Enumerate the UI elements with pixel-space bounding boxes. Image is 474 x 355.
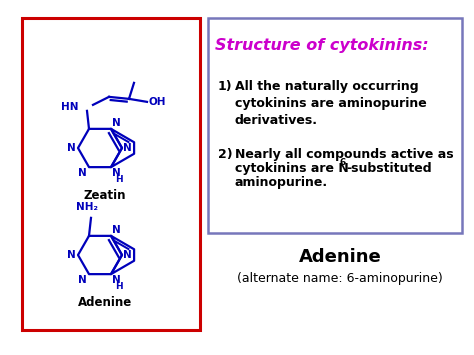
Text: OH: OH [149, 97, 166, 107]
Bar [208, 18, 462, 233]
Bar [22, 18, 200, 330]
Text: NH₂: NH₂ [76, 202, 98, 212]
Text: H: H [115, 282, 122, 291]
Text: 2): 2) [218, 148, 233, 161]
Text: N: N [123, 143, 132, 153]
Text: N: N [78, 168, 87, 178]
Text: N: N [123, 250, 132, 260]
Text: -substituted: -substituted [346, 162, 432, 175]
Text: Adenine: Adenine [78, 296, 132, 309]
Text: N: N [112, 225, 121, 235]
Text: Adenine: Adenine [299, 248, 382, 266]
Text: H: H [115, 175, 122, 184]
Text: N: N [112, 168, 121, 178]
Text: 1): 1) [218, 80, 233, 93]
Text: aminopurine.: aminopurine. [235, 176, 328, 189]
Text: Zeatin: Zeatin [84, 189, 126, 202]
Text: (alternate name: 6-aminopurine): (alternate name: 6-aminopurine) [237, 272, 443, 285]
Text: N: N [67, 143, 76, 153]
Text: N: N [112, 275, 121, 285]
Text: cytokinins are N: cytokinins are N [235, 162, 349, 175]
Text: All the naturally occurring
cytokinins are aminopurine
derivatives.: All the naturally occurring cytokinins a… [235, 80, 427, 127]
Text: N: N [78, 275, 87, 285]
Text: N: N [112, 118, 121, 128]
Text: HN: HN [62, 102, 79, 112]
Text: Nearly all compounds active as: Nearly all compounds active as [235, 148, 454, 161]
Text: 6: 6 [340, 158, 346, 167]
Text: Structure of cytokinins:: Structure of cytokinins: [215, 38, 428, 53]
Text: N: N [67, 250, 76, 260]
